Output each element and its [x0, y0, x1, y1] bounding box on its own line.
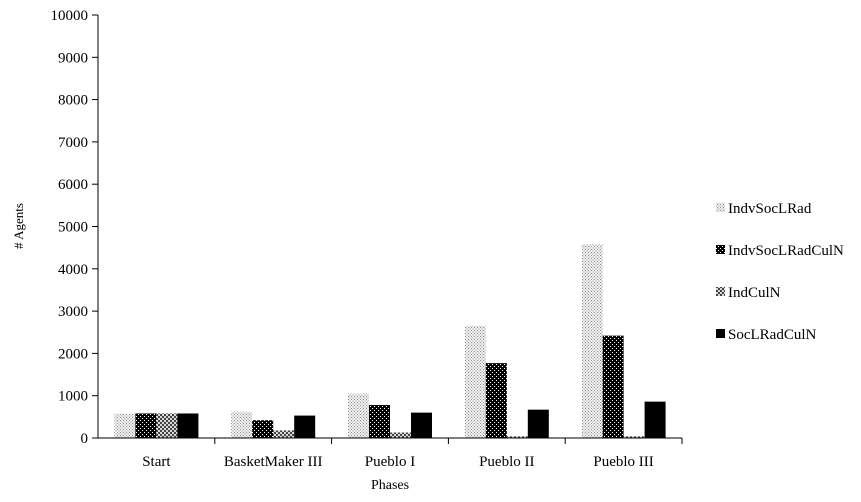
bar-IndvSocLRadCulN-BasketMaker-III — [252, 420, 274, 438]
y-tick-label: 4000 — [58, 262, 88, 278]
bar-IndCulN-Start — [156, 413, 178, 438]
legend-label-SocLRadCulN: SocLRadCulN — [728, 327, 816, 343]
legend-label-IndvSocLRadCulN: IndvSocLRadCulN — [728, 243, 844, 259]
legend-label-IndvSocLRad: IndvSocLRad — [728, 201, 812, 217]
bars-group — [114, 244, 666, 438]
bar-IndvSocLRadCulN-Pueblo-III — [602, 335, 624, 438]
legend-swatch-IndvSocLRadCulN — [716, 245, 725, 254]
bar-IndvSocLRadCulN-Start — [135, 413, 157, 438]
bar-IndCulN-Pueblo-III — [623, 436, 645, 438]
bar-IndvSocLRad-Pueblo-II — [464, 325, 486, 438]
bar-IndCulN-BasketMaker-III — [273, 430, 295, 438]
y-tick-label: 2000 — [58, 346, 88, 362]
legend-swatch-IndvSocLRad — [716, 203, 725, 212]
y-tick-label: 3000 — [58, 304, 88, 320]
x-tick-label: Pueblo III — [593, 454, 653, 470]
y-tick-label: 10000 — [51, 8, 89, 24]
bar-SocLRadCulN-Pueblo-III — [644, 401, 666, 438]
x-tick-label: Pueblo I — [365, 454, 415, 470]
x-axis-label: Phases — [371, 478, 409, 493]
y-tick-label: 7000 — [58, 135, 88, 151]
x-tick-label: BasketMaker III — [224, 454, 323, 470]
x-tick-label: Pueblo II — [479, 454, 534, 470]
y-tick-label: 8000 — [58, 93, 88, 109]
y-tick-label: 1000 — [58, 389, 88, 405]
bar-IndCulN-Pueblo-I — [390, 432, 411, 438]
y-axis-ticks: 0 1000 2000 3000 4000 5000 6000 7000 8000 9000 100… — [51, 8, 98, 447]
y-tick-label: 0 — [81, 431, 89, 447]
x-axis-ticks: Start BasketMaker III Pueblo I Pueblo II Pue… — [142, 438, 683, 470]
y-axis-label: # Agents — [11, 203, 26, 249]
bar-IndCulN-Pueblo-II — [506, 436, 528, 438]
bar-IndvSocLRad-Pueblo-III — [581, 244, 603, 438]
legend-label-IndCulN: IndCulN — [728, 285, 781, 301]
bar-SocLRadCulN-BasketMaker-III — [294, 415, 316, 438]
bar-IndvSocLRad-Start — [114, 413, 136, 438]
bar-SocLRadCulN-Start — [177, 413, 199, 438]
legend-swatch-SocLRadCulN — [716, 329, 725, 338]
x-tick-label: Start — [142, 454, 171, 470]
bar-IndvSocLRadCulN-Pueblo-II — [485, 363, 507, 438]
y-tick-label: 6000 — [58, 177, 88, 193]
bar-SocLRadCulN-Pueblo-I — [411, 412, 432, 438]
bar-IndvSocLRad-BasketMaker-III — [231, 411, 253, 438]
bar-SocLRadCulN-Pueblo-II — [527, 409, 549, 438]
legend-swatch-IndCulN — [716, 287, 725, 296]
bar-IndvSocLRadCulN-Pueblo-I — [369, 405, 390, 438]
y-tick-label: 9000 — [58, 50, 88, 66]
bar-IndvSocLRad-Pueblo-I — [348, 393, 369, 438]
legend: IndvSocLRad IndvSocLRadCulN IndCulN SocLRad… — [716, 201, 844, 343]
y-tick-label: 5000 — [58, 220, 88, 236]
